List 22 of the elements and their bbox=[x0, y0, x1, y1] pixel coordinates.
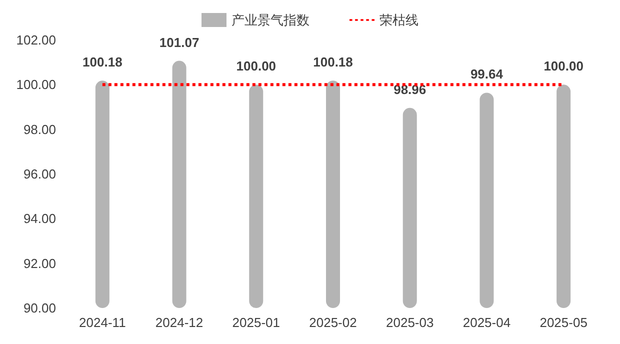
data-label: 100.18 bbox=[82, 54, 122, 70]
legend-label: 产业景气指数 bbox=[232, 12, 310, 28]
x-tick-label: 2024-12 bbox=[155, 315, 204, 330]
y-tick-label: 98.00 bbox=[23, 122, 56, 137]
y-tick-label: 90.00 bbox=[23, 300, 56, 316]
data-label: 100.00 bbox=[236, 58, 276, 74]
data-label: 100.00 bbox=[544, 58, 584, 74]
x-tick-label: 2025-02 bbox=[309, 315, 357, 330]
data-label: 101.07 bbox=[159, 34, 200, 50]
y-tick-label: 100.00 bbox=[16, 77, 56, 92]
y-tick-label: 96.00 bbox=[23, 166, 56, 182]
y-tick-label: 92.00 bbox=[23, 256, 56, 271]
x-tick-label: 2025-01 bbox=[232, 315, 280, 330]
y-tick-label: 102.00 bbox=[16, 32, 56, 48]
x-tick-label: 2025-03 bbox=[386, 315, 434, 330]
data-label: 100.18 bbox=[313, 54, 353, 70]
data-label: 99.64 bbox=[470, 66, 504, 82]
y-tick-label: 94.00 bbox=[23, 211, 56, 226]
x-tick-label: 2025-05 bbox=[540, 315, 588, 330]
x-tick-label: 2024-11 bbox=[79, 315, 126, 330]
x-tick-label: 2025-04 bbox=[462, 315, 511, 330]
legend-label: 荣枯线 bbox=[380, 12, 418, 28]
